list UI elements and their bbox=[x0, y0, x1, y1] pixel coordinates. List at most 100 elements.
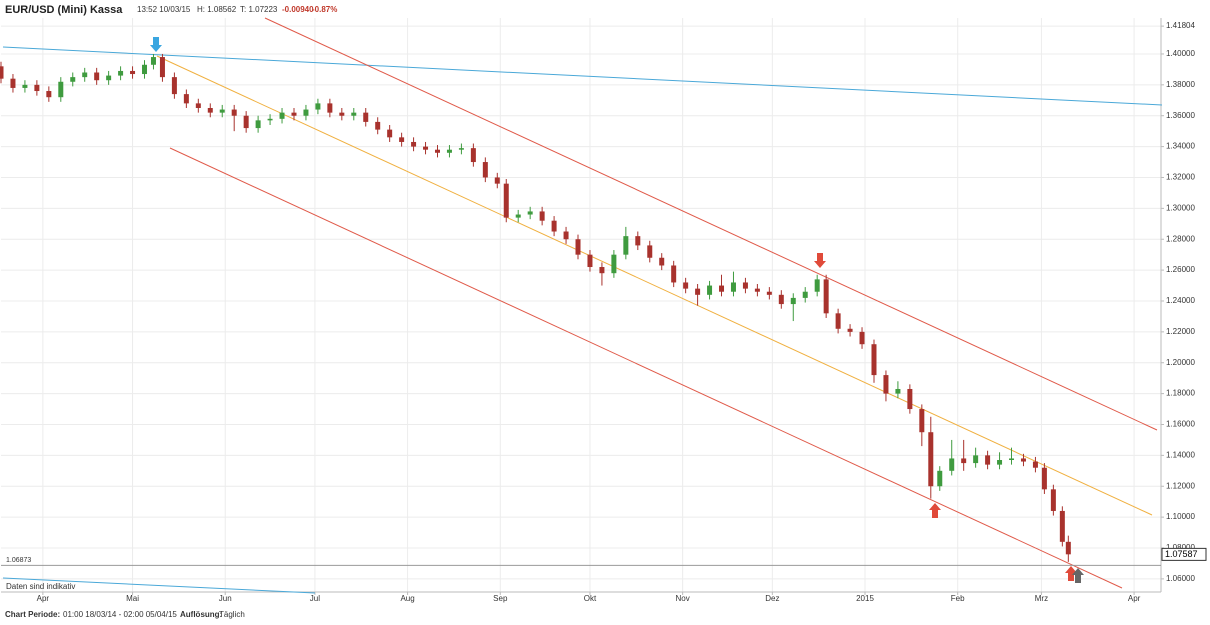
candle-body bbox=[790, 297, 796, 305]
y-tick-label: 1.16000 bbox=[1166, 420, 1195, 429]
last-price-box bbox=[1161, 547, 1207, 561]
candle-body bbox=[623, 236, 629, 255]
candle-body bbox=[635, 236, 641, 246]
candle-body bbox=[695, 288, 701, 295]
candle-body bbox=[1041, 467, 1047, 490]
y-tick-label: 1.38000 bbox=[1166, 80, 1195, 89]
candle-body bbox=[494, 177, 500, 184]
candle-body bbox=[207, 108, 213, 113]
x-tick-label: Mai bbox=[126, 594, 139, 603]
candle-body bbox=[1059, 510, 1065, 542]
candle-body bbox=[195, 103, 201, 109]
x-tick-label: Nov bbox=[676, 594, 690, 603]
candle-body bbox=[1050, 489, 1056, 511]
y-tick-label: 1.36000 bbox=[1166, 111, 1195, 120]
chart-title: EUR/USD (Mini) Kassa bbox=[5, 4, 123, 16]
candle-body bbox=[150, 57, 156, 65]
candle-body bbox=[315, 103, 321, 110]
candle-body bbox=[835, 313, 841, 329]
candle-body bbox=[375, 121, 381, 130]
candle-body bbox=[659, 257, 665, 266]
candle-body bbox=[142, 64, 148, 75]
candle-body bbox=[997, 460, 1003, 465]
candle-body bbox=[171, 77, 177, 95]
candle-body bbox=[470, 148, 476, 163]
y-tick-label: 1.24000 bbox=[1166, 296, 1195, 305]
candle-body bbox=[130, 70, 136, 75]
candle-body bbox=[823, 279, 829, 314]
y-tick-label: 1.08000 bbox=[1166, 543, 1195, 552]
footer-period: 01:00 18/03/14 - 02:00 05/04/15 bbox=[63, 610, 177, 619]
candle-body bbox=[183, 94, 189, 104]
candle-body bbox=[434, 149, 440, 153]
candle-body bbox=[937, 470, 943, 487]
candle-body bbox=[446, 149, 452, 153]
candle-body bbox=[339, 112, 345, 116]
y-tick-label: 1.10000 bbox=[1166, 512, 1195, 521]
candle-body bbox=[575, 239, 581, 255]
trend-line bbox=[2, 577, 316, 594]
change-percent: -0.87% bbox=[312, 5, 337, 14]
trend-line bbox=[156, 55, 1153, 516]
candle-body bbox=[503, 183, 509, 218]
candle-body bbox=[363, 112, 369, 122]
y-tick-label: 1.32000 bbox=[1166, 173, 1195, 182]
change: -0.00940 bbox=[282, 5, 314, 14]
candle-body bbox=[928, 432, 934, 487]
y-tick-label: 1.34000 bbox=[1166, 142, 1195, 151]
candle-body bbox=[219, 109, 225, 113]
candle-body bbox=[907, 388, 913, 410]
candle-body bbox=[754, 288, 760, 292]
candle-body bbox=[482, 162, 488, 178]
candle-body bbox=[551, 220, 557, 232]
candle-body bbox=[458, 148, 464, 150]
y-tick-label: 1.22000 bbox=[1166, 327, 1195, 336]
candle-body bbox=[231, 109, 237, 116]
candle-body bbox=[883, 375, 889, 394]
candle-body bbox=[766, 291, 772, 295]
candle-body bbox=[243, 115, 249, 129]
candle-body bbox=[1009, 458, 1015, 461]
candle-body bbox=[58, 81, 64, 98]
candle-body bbox=[527, 211, 533, 215]
candle-body bbox=[10, 78, 16, 88]
candle-body bbox=[563, 231, 569, 240]
y-tick-label: 1.14000 bbox=[1166, 450, 1195, 459]
x-tick-label: Aug bbox=[400, 594, 414, 603]
candle-body bbox=[961, 458, 967, 464]
candle-body bbox=[707, 285, 713, 295]
footer-label: Chart Periode: bbox=[5, 610, 60, 619]
y-tick-label: 1.28000 bbox=[1166, 234, 1195, 243]
reference-label: 1.06873 bbox=[6, 557, 31, 564]
candle-body bbox=[973, 455, 979, 464]
x-tick-label: Jul bbox=[310, 594, 320, 603]
candle-body bbox=[515, 214, 521, 218]
x-tick-label: 2015 bbox=[856, 594, 874, 603]
trend-line bbox=[264, 17, 1158, 431]
candle-body bbox=[778, 294, 784, 305]
candle-body bbox=[1020, 458, 1026, 462]
candle-body bbox=[647, 245, 653, 258]
candle-body bbox=[671, 265, 677, 283]
candle-body bbox=[106, 75, 112, 81]
candle-body bbox=[255, 120, 261, 129]
candle-body bbox=[599, 267, 605, 274]
candle-body bbox=[802, 291, 808, 298]
grid bbox=[1, 18, 1164, 595]
candle-body bbox=[411, 141, 417, 147]
candle-body bbox=[611, 254, 617, 274]
candle-body bbox=[814, 279, 820, 292]
candle-body bbox=[351, 112, 357, 116]
arrow-marker bbox=[814, 253, 826, 268]
candle-body bbox=[985, 455, 991, 465]
candle-body bbox=[683, 282, 689, 289]
footer-resolution: Täglich bbox=[219, 610, 245, 619]
candle-body bbox=[1032, 461, 1038, 468]
y-tick-label: 1.30000 bbox=[1166, 203, 1195, 212]
candles bbox=[0, 53, 1071, 562]
x-tick-label: Okt bbox=[584, 594, 597, 603]
arrow-marker bbox=[929, 503, 941, 518]
candle-body bbox=[949, 458, 955, 471]
trend-line bbox=[169, 147, 1123, 589]
